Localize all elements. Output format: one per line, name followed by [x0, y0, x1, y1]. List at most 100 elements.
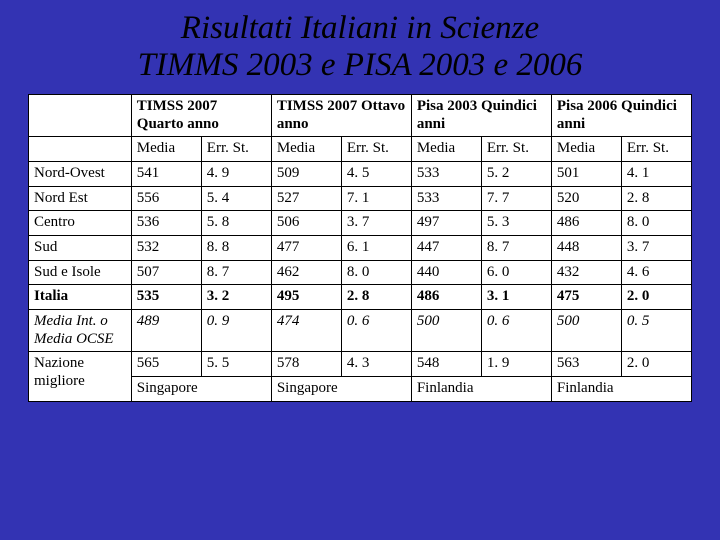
row-name: Nord-Ovest: [29, 161, 132, 186]
cell: 536: [131, 211, 201, 236]
cell: 440: [411, 260, 481, 285]
row-name: Nord Est: [29, 186, 132, 211]
cell: 474: [271, 310, 341, 352]
cell: 2. 8: [621, 186, 691, 211]
table-row: Nord-Ovest5414. 95094. 55335. 25014. 1: [29, 161, 692, 186]
cell: 507: [131, 260, 201, 285]
cell: 4. 1: [621, 161, 691, 186]
table-row: Italia5353. 24952. 84863. 14752. 0: [29, 285, 692, 310]
cell: 4. 9: [201, 161, 271, 186]
cell: 500: [551, 310, 621, 352]
cell: 506: [271, 211, 341, 236]
corner-blank: [29, 94, 132, 136]
cell: 3. 1: [481, 285, 551, 310]
row-name: Media Int. o Media OCSE: [29, 310, 132, 352]
cell: 501: [551, 161, 621, 186]
results-table: TIMSS 2007 Quarto anno TIMSS 2007 Ottavo…: [28, 94, 692, 402]
cell: 556: [131, 186, 201, 211]
cell: 6. 1: [341, 236, 411, 261]
cell: 7. 1: [341, 186, 411, 211]
slide: Risultati Italiani in ScienzeTIMMS 2003 …: [0, 0, 720, 540]
cell: 6. 0: [481, 260, 551, 285]
cell: 495: [271, 285, 341, 310]
cell: 497: [411, 211, 481, 236]
cell: 541: [131, 161, 201, 186]
cell: 535: [131, 285, 201, 310]
cell: 486: [551, 211, 621, 236]
cell: 462: [271, 260, 341, 285]
subhdr-7: Media: [551, 137, 621, 162]
cell: 432: [551, 260, 621, 285]
cell: 532: [131, 236, 201, 261]
cell: 520: [551, 186, 621, 211]
table-row: Media Int. o Media OCSE4890. 94740. 6500…: [29, 310, 692, 352]
cell: 8. 8: [201, 236, 271, 261]
cell: 0. 9: [201, 310, 271, 352]
cell: 489: [131, 310, 201, 352]
cell: 563: [551, 352, 621, 377]
cell: 527: [271, 186, 341, 211]
sub-blank: [29, 137, 132, 162]
table-row: Sud5328. 84776. 14478. 74483. 7: [29, 236, 692, 261]
cell: 5. 4: [201, 186, 271, 211]
row-name: Italia: [29, 285, 132, 310]
cell: 3. 7: [341, 211, 411, 236]
cell: 4. 6: [621, 260, 691, 285]
footer-cell: Singapore: [271, 377, 411, 402]
page-title: Risultati Italiani in ScienzeTIMMS 2003 …: [28, 10, 692, 84]
subhdr-4: Err. St.: [341, 137, 411, 162]
cell: 3. 2: [201, 285, 271, 310]
cell: 5. 2: [481, 161, 551, 186]
cell: 7. 7: [481, 186, 551, 211]
cell: 8. 0: [341, 260, 411, 285]
cell: 8. 7: [481, 236, 551, 261]
cell: 5. 8: [201, 211, 271, 236]
cell: 0. 6: [481, 310, 551, 352]
subhdr-6: Err. St.: [481, 137, 551, 162]
cell: 509: [271, 161, 341, 186]
cell: 5. 3: [481, 211, 551, 236]
subhdr-8: Err. St.: [621, 137, 691, 162]
col-group-4: Pisa 2006 Quindici anni: [551, 94, 691, 136]
cell: 5. 5: [201, 352, 271, 377]
cell: 548: [411, 352, 481, 377]
cell: 2. 0: [621, 285, 691, 310]
cell: 448: [551, 236, 621, 261]
row-name-nazione: Nazione migliore: [29, 352, 132, 401]
cell: 4. 5: [341, 161, 411, 186]
cell: 475: [551, 285, 621, 310]
table-row-nazione: Nazione migliore5655. 55784. 35481. 9563…: [29, 352, 692, 377]
footer-cell: Finlandia: [551, 377, 691, 402]
cell: 1. 9: [481, 352, 551, 377]
col-group-3: Pisa 2003 Quindici anni: [411, 94, 551, 136]
cell: 2. 8: [341, 285, 411, 310]
table-row: Centro5365. 85063. 74975. 34868. 0: [29, 211, 692, 236]
group-header-row: TIMSS 2007 Quarto anno TIMSS 2007 Ottavo…: [29, 94, 692, 136]
cell: 533: [411, 186, 481, 211]
row-name: Sud: [29, 236, 132, 261]
cell: 8. 7: [201, 260, 271, 285]
col-group-1: TIMSS 2007 Quarto anno: [131, 94, 271, 136]
cell: 578: [271, 352, 341, 377]
cell: 477: [271, 236, 341, 261]
subhdr-3: Media: [271, 137, 341, 162]
cell: 3. 7: [621, 236, 691, 261]
footer-cell: Singapore: [131, 377, 271, 402]
row-name: Sud e Isole: [29, 260, 132, 285]
subhdr-5: Media: [411, 137, 481, 162]
cell: 486: [411, 285, 481, 310]
cell: 500: [411, 310, 481, 352]
cell: 0. 5: [621, 310, 691, 352]
subhdr-2: Err. St.: [201, 137, 271, 162]
cell: 447: [411, 236, 481, 261]
cell: 8. 0: [621, 211, 691, 236]
col-group-2: TIMSS 2007 Ottavo anno: [271, 94, 411, 136]
table-row: Nord Est5565. 45277. 15337. 75202. 8: [29, 186, 692, 211]
row-name: Centro: [29, 211, 132, 236]
subhdr-1: Media: [131, 137, 201, 162]
cell: 4. 3: [341, 352, 411, 377]
cell: 565: [131, 352, 201, 377]
cell: 2. 0: [621, 352, 691, 377]
cell: 0. 6: [341, 310, 411, 352]
sub-header-row: Media Err. St. Media Err. St. Media Err.…: [29, 137, 692, 162]
